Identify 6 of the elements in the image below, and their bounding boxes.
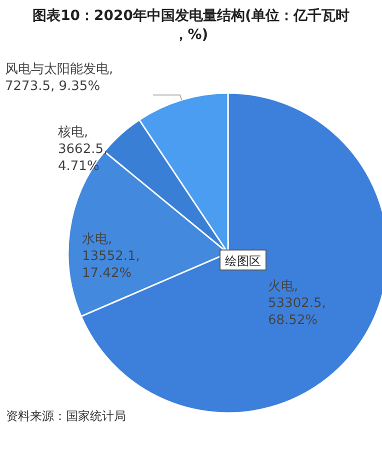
text: 绘图区 (225, 254, 261, 268)
slice-label: 水电, 13552.1, 17.42% (82, 232, 140, 281)
text: 资料来源：国家统计局 (6, 409, 126, 423)
slice-label: 火电, 53302.5, 68.52% (268, 279, 326, 328)
chart-title: 图表10：2020年中国发电量结构(单位：亿千瓦时，%) (32, 7, 350, 43)
slice-label: 风电与太阳能发电, 7273.5, 9.35% (5, 62, 114, 94)
